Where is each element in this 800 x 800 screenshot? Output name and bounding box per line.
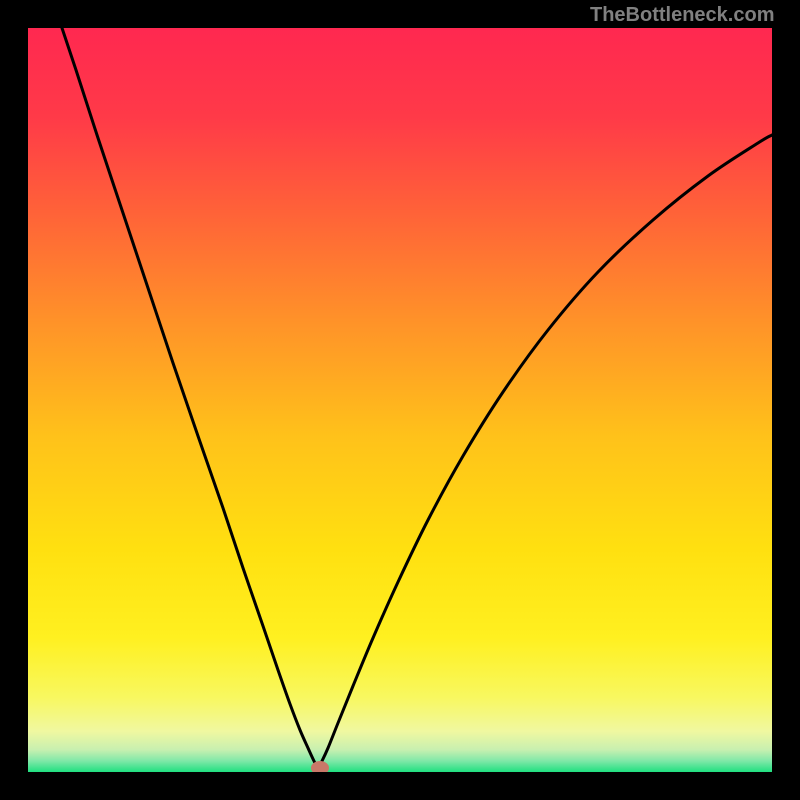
plot-area (28, 28, 772, 772)
chart-container: TheBottleneck.com (0, 0, 800, 800)
bottleneck-curve (62, 28, 772, 768)
watermark-text: TheBottleneck.com (590, 4, 774, 27)
curve-layer (28, 28, 772, 772)
